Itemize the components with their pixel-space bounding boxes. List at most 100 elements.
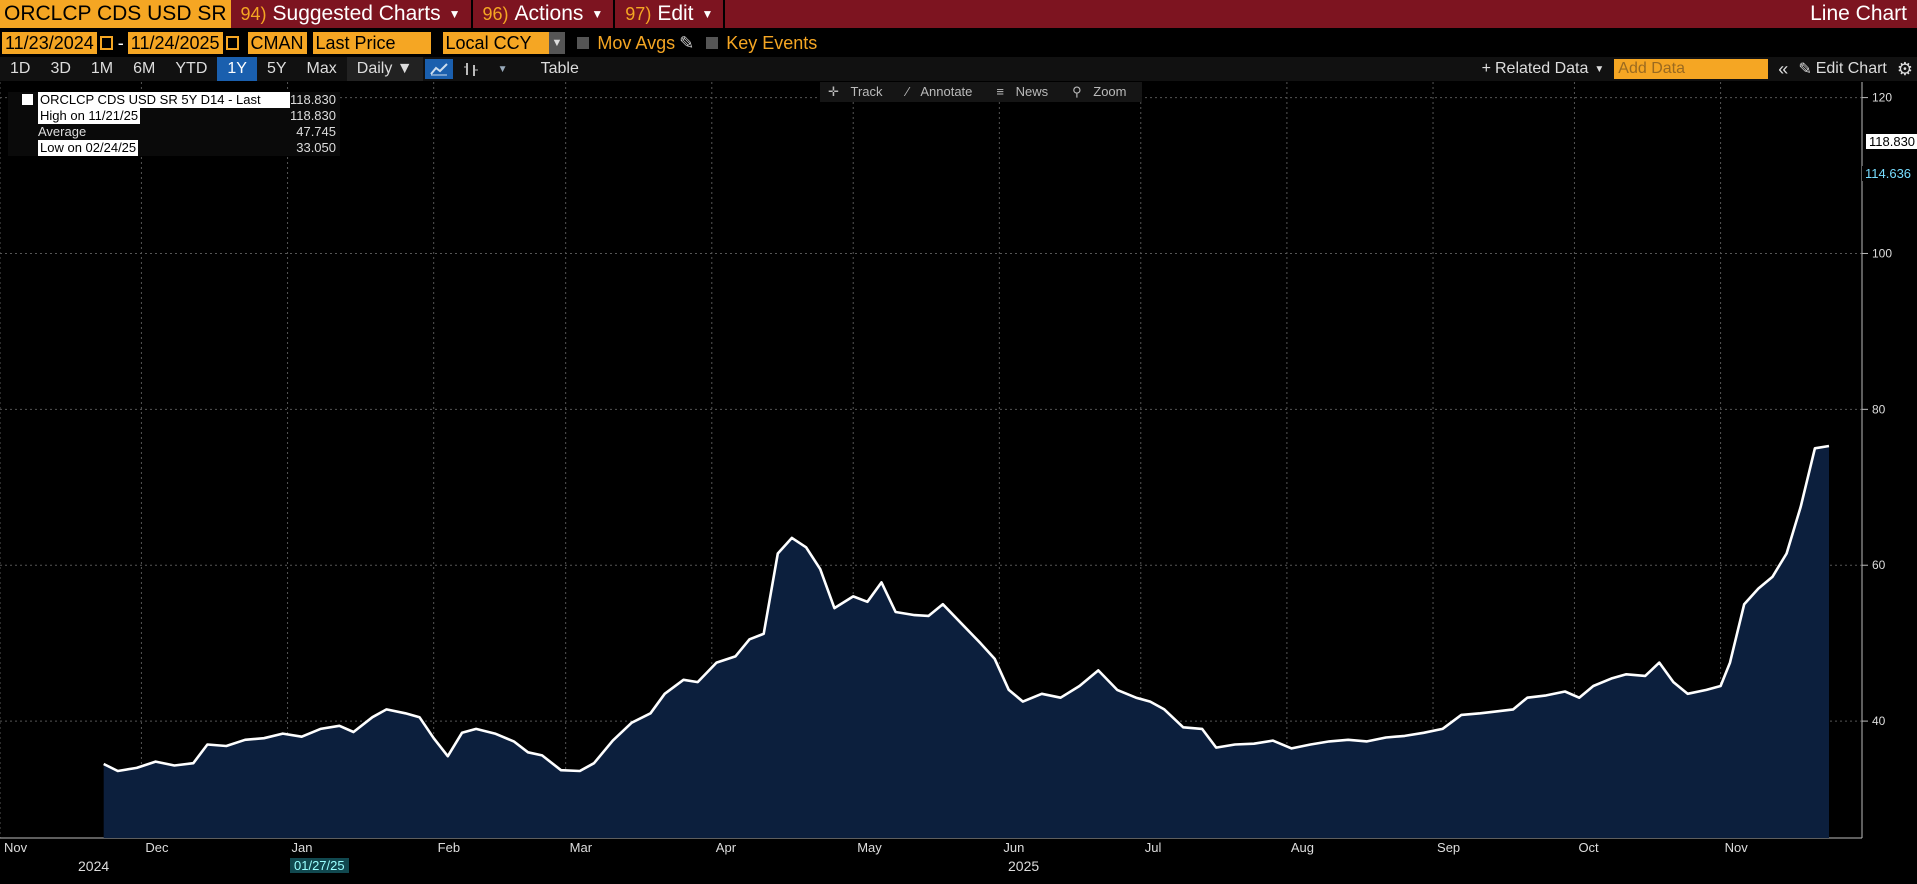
- data-point: [1385, 737, 1387, 739]
- data-point: [914, 614, 916, 616]
- ticker-field[interactable]: ORCLCP CDS USD SR: [0, 0, 231, 28]
- data-point: [1234, 744, 1236, 746]
- chevron-down-icon[interactable]: ▼: [497, 63, 508, 75]
- chevron-down-icon: ▼: [591, 7, 604, 21]
- bar-chart-icon[interactable]: [457, 59, 485, 79]
- mov-avgs-checkbox[interactable]: [577, 37, 590, 49]
- data-point: [1786, 553, 1788, 555]
- calendar-icon[interactable]: [99, 36, 113, 50]
- range-6m[interactable]: 6M: [133, 60, 156, 77]
- x-tick-label: Nov: [1725, 840, 1749, 855]
- chevron-down-icon[interactable]: ▼: [548, 32, 566, 54]
- range-1m[interactable]: 1M: [90, 60, 114, 77]
- data-point: [1687, 693, 1689, 695]
- chart-type-title: Line Chart: [1810, 2, 1907, 25]
- source-field[interactable]: CMAN: [247, 32, 307, 54]
- menu-number: 97): [625, 3, 652, 24]
- range-1d[interactable]: 1D: [10, 60, 31, 77]
- x-tick-label: Dec: [145, 840, 169, 855]
- news-tool[interactable]: ≡ News: [988, 82, 1064, 102]
- gear-icon[interactable]: ⚙: [1896, 58, 1913, 79]
- data-point: [1720, 685, 1722, 687]
- legend-series-row[interactable]: ORCLCP CDS USD SR 5Y D14 - Last Price 11…: [8, 92, 340, 123]
- data-point: [994, 658, 996, 660]
- data-point: [1366, 740, 1368, 742]
- collapse-icon[interactable]: «: [1778, 58, 1789, 79]
- legend-series-value: 118.830: [289, 92, 336, 107]
- x-tick-label: Jun: [1003, 840, 1024, 855]
- data-point: [1705, 689, 1707, 691]
- data-point: [1625, 673, 1627, 675]
- data-point: [763, 633, 765, 635]
- suggested-charts-menu[interactable]: 94) Suggested Charts ▼: [231, 0, 473, 28]
- line-chart-glyph: [429, 63, 448, 76]
- range-ytd[interactable]: YTD: [175, 60, 208, 77]
- data-point: [928, 615, 930, 617]
- data-point: [777, 553, 779, 555]
- range-3d[interactable]: 3D: [50, 60, 71, 77]
- news-label: News: [1015, 84, 1049, 99]
- data-point: [1149, 701, 1151, 703]
- actions-menu[interactable]: 96) Actions ▼: [473, 0, 616, 28]
- range-1y[interactable]: 1Y: [217, 57, 257, 81]
- y-tick-label: 40: [1872, 714, 1886, 728]
- pencil-icon[interactable]: ✎: [679, 32, 695, 53]
- line-chart-icon[interactable]: [424, 59, 453, 79]
- key-events-checkbox[interactable]: [706, 37, 719, 49]
- legend-high-row: High on 11/21/25 118.830: [8, 108, 340, 124]
- track-tool[interactable]: ✛ Track: [820, 82, 899, 102]
- data-point: [1743, 603, 1745, 605]
- related-data-button[interactable]: Related Data: [1495, 60, 1589, 77]
- legend-low-value: 33.050: [296, 140, 336, 155]
- data-point: [980, 642, 982, 644]
- x-tick-label: Feb: [438, 840, 460, 855]
- data-point: [1578, 697, 1580, 699]
- legend-avg-value: 47.745: [296, 124, 336, 139]
- data-point: [1564, 691, 1566, 693]
- data-point: [1310, 744, 1312, 746]
- end-date-field[interactable]: 11/24/2025: [127, 32, 223, 54]
- field-select[interactable]: Last Price: [312, 32, 431, 54]
- data-point: [1347, 739, 1349, 741]
- calendar-icon[interactable]: [225, 36, 239, 50]
- legend-avg-row: Average 47.745: [8, 124, 340, 140]
- zoom-tool[interactable]: ⚲ Zoom: [1064, 82, 1142, 102]
- data-point: [852, 595, 854, 597]
- y-tick-label: 80: [1872, 402, 1886, 416]
- x-tick-label: Oct: [1578, 840, 1599, 855]
- data-point: [1097, 669, 1099, 671]
- data-point: [881, 581, 883, 583]
- chevron-down-icon[interactable]: ▼: [1594, 63, 1605, 75]
- data-point: [475, 728, 477, 730]
- data-point: [117, 770, 119, 772]
- menu-label: Edit: [657, 2, 694, 25]
- table-button[interactable]: Table: [540, 60, 579, 77]
- data-point: [386, 708, 388, 710]
- edit-chart-button[interactable]: Edit Chart: [1815, 60, 1887, 77]
- price-chart[interactable]: Nov Dec Jan Feb Mar Apr May Jun Jul Aug Sep Oct Nov 4…: [0, 82, 1917, 856]
- data-point: [1757, 588, 1759, 590]
- data-point: [819, 568, 821, 570]
- chart-toolbar: ✛ Track ⁄ Annotate ≡ News ⚲ Zoom: [820, 82, 1143, 102]
- data-point: [447, 755, 449, 757]
- add-data-input[interactable]: Add Data: [1614, 59, 1769, 79]
- data-point: [1215, 747, 1217, 749]
- data-point: [461, 732, 463, 734]
- legend-series-name: ORCLCP CDS USD SR 5Y D14 - Last Price: [38, 92, 290, 123]
- currency-select[interactable]: Local CCY: [442, 32, 549, 54]
- annotate-tool[interactable]: ⁄ Annotate: [899, 82, 989, 102]
- data-point: [282, 733, 284, 735]
- data-point: [353, 731, 355, 733]
- x-tick-label: Mar: [570, 840, 593, 855]
- frequency-select[interactable]: Daily ▼: [346, 57, 423, 81]
- start-date-field[interactable]: 11/23/2024: [2, 32, 97, 54]
- chart-legend: ORCLCP CDS USD SR 5Y D14 - Last Price 11…: [8, 92, 340, 156]
- data-point: [1135, 697, 1137, 699]
- edit-menu[interactable]: 97) Edit ▼: [615, 0, 726, 28]
- y-tick-label: 100: [1872, 246, 1892, 260]
- range-5y[interactable]: 5Y: [266, 60, 287, 77]
- range-max[interactable]: Max: [306, 60, 337, 77]
- data-point: [1404, 735, 1406, 737]
- data-point: [664, 693, 666, 695]
- data-point: [734, 655, 736, 657]
